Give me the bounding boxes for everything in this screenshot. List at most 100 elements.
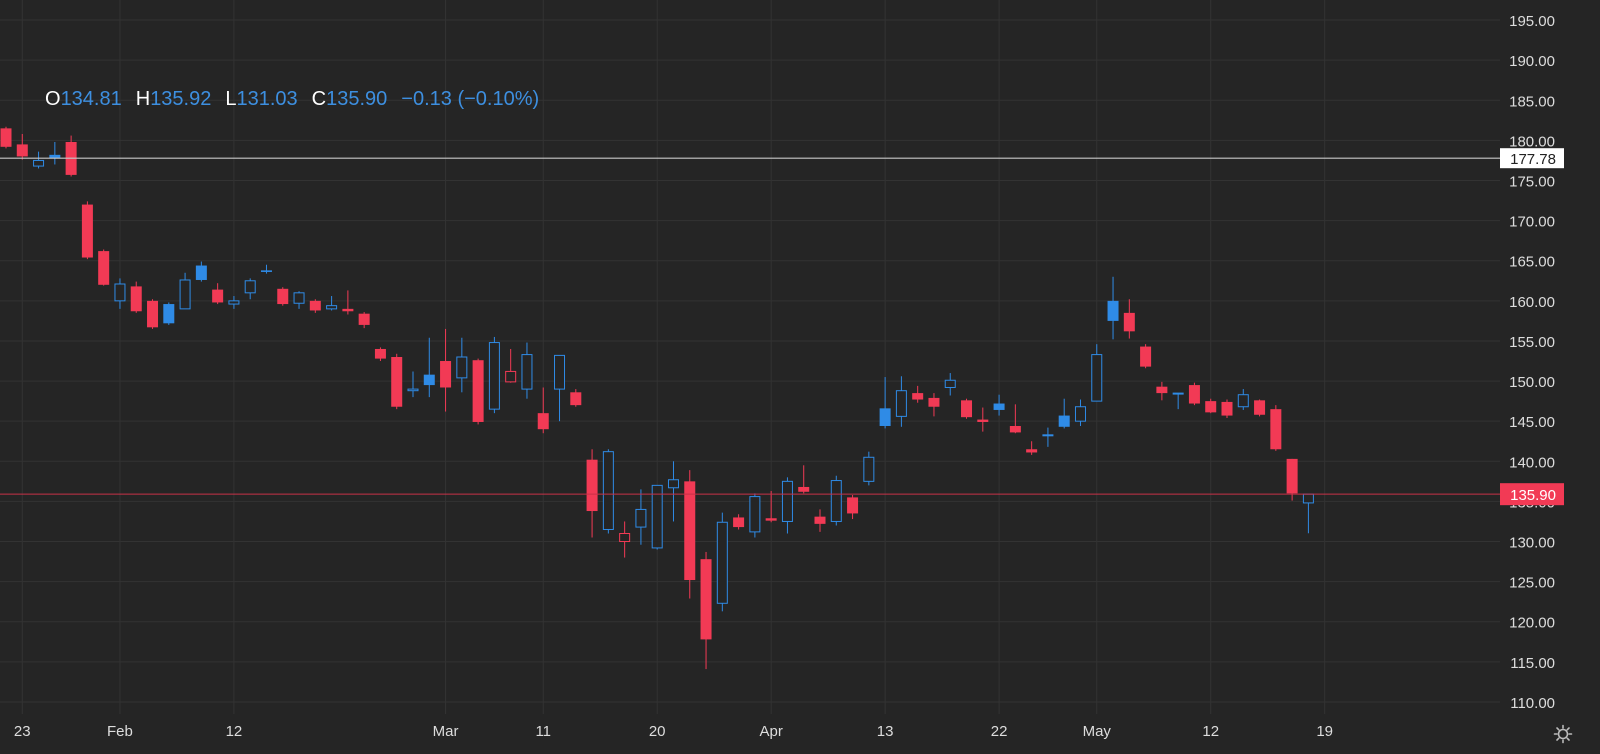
low-label: L bbox=[225, 88, 237, 110]
candle-body bbox=[635, 508, 647, 528]
open-value: 134.81 bbox=[60, 88, 122, 110]
candle-body bbox=[374, 348, 386, 359]
candle-body bbox=[895, 390, 907, 417]
candle-body bbox=[863, 456, 875, 482]
candle-body bbox=[1221, 401, 1233, 416]
candle-body bbox=[1107, 300, 1119, 321]
y-tick-label: 165.00 bbox=[1509, 254, 1555, 271]
candle-body bbox=[570, 392, 582, 406]
candle-body bbox=[765, 518, 777, 521]
x-tick-label: 11 bbox=[535, 723, 551, 740]
candle-body bbox=[1286, 458, 1298, 494]
candle-body bbox=[537, 413, 549, 430]
candle-body bbox=[440, 361, 452, 388]
x-tick-label: 13 bbox=[877, 723, 894, 740]
x-tick-label: 20 bbox=[649, 723, 666, 740]
candle-body bbox=[684, 481, 696, 581]
candle-body bbox=[407, 388, 419, 392]
candle-body bbox=[260, 270, 272, 272]
axes: 110.00115.00120.00125.00130.00135.00140.… bbox=[14, 13, 1564, 740]
candle-body bbox=[1026, 449, 1038, 453]
candle-body bbox=[798, 486, 810, 492]
gear-icon[interactable] bbox=[1553, 724, 1573, 744]
candle-body bbox=[98, 251, 110, 285]
candle-body bbox=[1042, 434, 1054, 437]
candle-body bbox=[358, 313, 370, 325]
reference-price-label: 177.78 bbox=[1510, 151, 1556, 168]
candle-body bbox=[147, 300, 159, 328]
candle-body bbox=[1188, 385, 1200, 404]
change-value: −0.13 (−0.10%) bbox=[401, 88, 540, 110]
reference-price-tag bbox=[1500, 148, 1564, 169]
candle-body bbox=[81, 204, 93, 258]
close-value: 135.90 bbox=[326, 88, 388, 110]
y-tick-label: 125.00 bbox=[1509, 575, 1555, 592]
candle-body bbox=[456, 356, 468, 379]
candle-body bbox=[847, 497, 859, 514]
candle-body bbox=[830, 480, 842, 522]
candle-body bbox=[49, 154, 61, 159]
candle-body bbox=[912, 393, 924, 400]
candle-body bbox=[733, 517, 745, 528]
candle-body bbox=[0, 128, 12, 147]
candle-body bbox=[667, 479, 679, 489]
candle-body bbox=[977, 419, 989, 422]
candle-body bbox=[1156, 386, 1168, 394]
low-value: 131.03 bbox=[236, 88, 298, 110]
y-tick-label: 170.00 bbox=[1509, 214, 1555, 231]
candle-body bbox=[130, 286, 142, 312]
candle-body bbox=[163, 304, 175, 324]
candle-body bbox=[488, 342, 500, 410]
candle-body bbox=[814, 516, 826, 524]
candle-body bbox=[602, 451, 614, 530]
x-tick-label: Feb bbox=[107, 723, 133, 740]
candle-body bbox=[505, 370, 517, 383]
candle-body bbox=[1123, 312, 1135, 332]
x-tick-label: 12 bbox=[1202, 723, 1219, 740]
candle-body bbox=[33, 159, 45, 167]
candle-body bbox=[879, 408, 891, 426]
candle-body bbox=[521, 354, 533, 390]
candle-body bbox=[1254, 400, 1266, 415]
x-tick-label: May bbox=[1083, 723, 1112, 740]
candle-body bbox=[961, 400, 973, 418]
candle-body bbox=[16, 144, 28, 157]
last-price-tag bbox=[1500, 483, 1564, 506]
candle-body bbox=[1009, 425, 1021, 433]
candle-body bbox=[944, 379, 956, 388]
x-tick-label: 22 bbox=[991, 723, 1008, 740]
candle-body bbox=[244, 280, 256, 294]
open-label: O bbox=[45, 88, 61, 110]
y-tick-label: 130.00 bbox=[1509, 535, 1555, 552]
candle-body bbox=[1074, 406, 1086, 422]
candle-body bbox=[293, 292, 305, 304]
high-label: H bbox=[135, 88, 151, 110]
y-tick-label: 110.00 bbox=[1510, 695, 1555, 712]
candle-body bbox=[619, 532, 631, 543]
x-tick-label: Mar bbox=[433, 723, 459, 740]
candle-body bbox=[554, 354, 566, 390]
y-tick-label: 120.00 bbox=[1509, 615, 1555, 632]
candle-body bbox=[114, 283, 126, 302]
x-tick-label: Apr bbox=[759, 723, 782, 740]
candle-body bbox=[195, 265, 207, 280]
y-tick-label: 145.00 bbox=[1509, 414, 1555, 431]
x-tick-label: 12 bbox=[226, 723, 243, 740]
candle-body bbox=[1140, 346, 1152, 367]
price-lines bbox=[0, 157, 1500, 495]
candle-body bbox=[651, 484, 663, 549]
candle-body bbox=[212, 289, 224, 303]
grid-lines bbox=[0, 0, 1500, 714]
y-tick-label: 190.00 bbox=[1509, 53, 1555, 70]
high-value: 135.92 bbox=[150, 88, 212, 110]
candle-body bbox=[1058, 415, 1070, 427]
candle-body bbox=[277, 288, 289, 305]
x-tick-label: 23 bbox=[14, 723, 31, 740]
candle-body bbox=[309, 300, 321, 311]
candle-body bbox=[749, 496, 761, 533]
close-label: C bbox=[311, 88, 327, 110]
candle-body bbox=[1270, 409, 1282, 450]
candle-body bbox=[472, 360, 484, 422]
